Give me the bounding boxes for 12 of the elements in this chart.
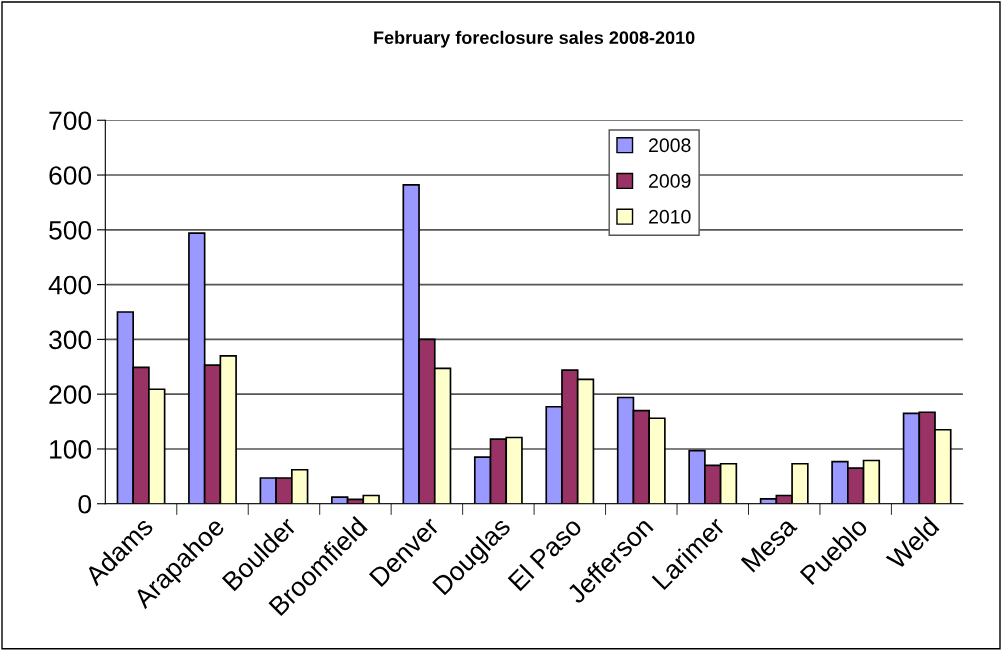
y-tick-label: 0 [78, 494, 92, 514]
y-tick-label: 400 [48, 275, 92, 295]
y-tick-label: 100 [50, 440, 92, 459]
y-tick-label: 500 [49, 220, 92, 240]
chart-title: February foreclosure sales 2008-2010 [374, 30, 695, 48]
y-tick-label: 200 [49, 385, 92, 404]
y-tick-label: 300 [49, 330, 92, 350]
legend-label: 2010 [649, 209, 691, 224]
y-tick-label: 600 [49, 166, 92, 185]
legend-label: 2008 [649, 138, 691, 153]
legend-label: 2009 [649, 174, 691, 188]
y-tick-label: 700 [49, 111, 92, 131]
